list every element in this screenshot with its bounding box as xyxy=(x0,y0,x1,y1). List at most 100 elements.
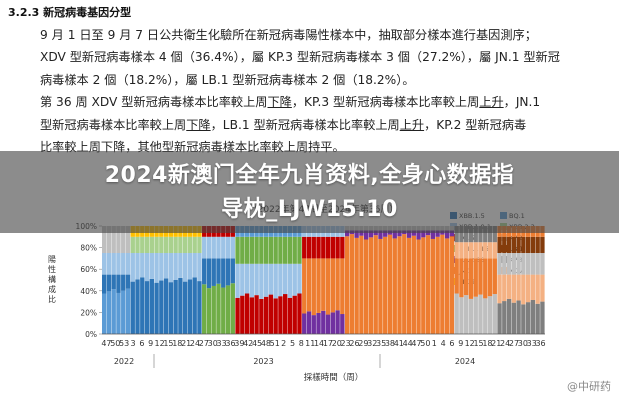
stacked-bar-segment xyxy=(492,258,497,295)
stacked-bar-segment xyxy=(521,253,526,275)
x-tick-label: 2 xyxy=(281,339,286,348)
stacked-bar-segment xyxy=(416,230,421,240)
stacked-bar-segment xyxy=(473,242,478,259)
stacked-bar-segment xyxy=(402,234,407,334)
watermark: @中研药 xyxy=(567,380,611,393)
x-tick-label: 4 xyxy=(441,339,446,348)
stacked-bar-segment xyxy=(244,293,250,334)
stacked-bar-segment xyxy=(187,279,193,334)
stacked-bar-segment xyxy=(254,295,259,334)
stacked-bar-segment xyxy=(487,226,493,243)
stacked-bar-segment xyxy=(363,239,369,334)
stacked-bar-segment xyxy=(168,282,174,334)
stacked-bar-segment xyxy=(435,230,440,237)
stacked-bar-segment xyxy=(383,236,388,334)
stacked-bar-segment xyxy=(178,253,183,278)
stacked-bar-segment xyxy=(535,236,540,253)
stacked-bar-segment xyxy=(302,258,307,314)
stacked-bar-segment xyxy=(468,226,474,243)
paragraph-line: XDV 型新冠病毒樣本 4 個（36.4%），屬 KP.3 型新冠病毒樣本 3 … xyxy=(40,50,560,65)
stacked-bar-segment xyxy=(511,253,517,275)
stacked-bar-segment xyxy=(154,282,159,334)
stacked-bar-segment xyxy=(421,230,426,238)
stacked-bar-segment xyxy=(187,253,193,280)
stacked-bar-segment xyxy=(387,234,393,334)
paragraph-line: 比率較上周下降，其他型新冠病毒樣本比率較上周持平。 xyxy=(40,140,345,155)
stacked-bar-segment xyxy=(173,236,178,253)
overlay-title-line1: 2024新澳门全年九肖资料,全身心数据指 xyxy=(104,163,515,188)
stacked-bar-segment xyxy=(483,242,488,259)
stacked-bar-segment xyxy=(444,238,450,334)
stacked-bar-segment xyxy=(497,274,502,304)
x-tick-label: 35 xyxy=(376,339,386,348)
stacked-bar-segment xyxy=(511,274,517,303)
stacked-bar-segment xyxy=(292,236,297,264)
stacked-bar-segment xyxy=(511,302,517,334)
stacked-bar-segment xyxy=(297,236,302,264)
stacked-bar-segment xyxy=(249,236,255,264)
stacked-bar-segment xyxy=(130,236,135,253)
stacked-bar-segment xyxy=(163,236,169,253)
stacked-bar-segment xyxy=(383,230,388,237)
stacked-bar-segment xyxy=(340,314,345,334)
stacked-bar-segment xyxy=(525,274,531,303)
stacked-bar-segment xyxy=(135,279,140,334)
stacked-bar-segment xyxy=(502,274,507,302)
x-tick-label: 44 xyxy=(403,339,413,348)
stacked-bar-segment xyxy=(202,258,207,285)
x-tick-label: 12 xyxy=(465,339,475,348)
stacked-bar-segment xyxy=(392,238,397,334)
stacked-bar-segment xyxy=(263,263,269,297)
stacked-bar-segment xyxy=(497,253,502,275)
stacked-bar-segment xyxy=(159,236,164,253)
x-tick-label: 30 xyxy=(518,339,528,348)
legend-label: XDV xyxy=(509,267,523,275)
stacked-bar-segment xyxy=(363,230,369,240)
stacked-bar-segment xyxy=(535,274,540,304)
x-tick-label: 47 xyxy=(411,339,421,348)
stacked-bar-segment xyxy=(263,296,269,334)
stacked-bar-segment xyxy=(511,236,517,253)
stacked-bar-segment xyxy=(530,236,536,253)
stacked-bar-segment xyxy=(111,226,116,253)
stacked-bar-segment xyxy=(149,278,154,334)
stacked-bar-segment xyxy=(530,253,536,275)
stacked-bar-segment xyxy=(168,253,174,283)
stacked-bar-segment xyxy=(487,296,493,334)
stacked-bar-segment xyxy=(344,230,350,237)
stacked-bar-segment xyxy=(368,230,374,238)
stacked-bar-segment xyxy=(211,236,216,259)
stacked-bar-segment xyxy=(121,226,126,253)
stacked-bar-segment xyxy=(468,242,474,259)
stacked-bar-segment xyxy=(135,253,140,280)
stacked-bar-segment xyxy=(240,263,245,296)
stacked-bar-segment xyxy=(525,302,531,334)
x-tick-label: 15 xyxy=(473,339,483,348)
stacked-bar-segment xyxy=(182,253,188,282)
stacked-bar-segment xyxy=(378,230,383,239)
stacked-bar-segment xyxy=(430,230,436,239)
stacked-bar-segment xyxy=(321,258,326,311)
stacked-bar-segment xyxy=(230,236,235,259)
stacked-bar-segment xyxy=(425,235,431,334)
paragraph-line: 9 月 1 日至 9 月 7 日公共衛生化驗所在新冠病毒陽性樣本中，抽取部分樣本… xyxy=(40,28,537,42)
stacked-bar-segment xyxy=(368,237,374,334)
x-tick-label: 27 xyxy=(509,339,519,348)
x-tick-label: 17 xyxy=(323,339,333,348)
paragraph-line: 第 36 周 XDV 型新冠病毒樣本比率較上周下降，KP.3 型新冠病毒樣本比率… xyxy=(40,95,541,110)
stacked-bar-segment xyxy=(230,283,235,334)
stacked-bar-segment xyxy=(516,253,521,275)
stacked-bar-segment xyxy=(530,274,536,300)
stacked-bar-segment xyxy=(278,296,283,334)
stacked-bar-segment xyxy=(168,236,174,253)
stacked-bar-segment xyxy=(249,297,255,334)
stacked-bar-segment xyxy=(430,238,436,334)
stacked-bar-segment xyxy=(116,226,121,253)
stacked-bar-segment xyxy=(435,236,440,334)
stacked-bar-segment xyxy=(254,263,259,296)
stacked-bar-segment xyxy=(268,236,274,264)
stacked-bar-segment xyxy=(259,236,264,264)
overlay-title[interactable]: 2024新澳门全年九肖资料,全身心数据指 导枕_LJW15.10 xyxy=(0,159,619,227)
stacked-bar-segment xyxy=(440,234,445,334)
stacked-bar-segment xyxy=(316,236,321,259)
